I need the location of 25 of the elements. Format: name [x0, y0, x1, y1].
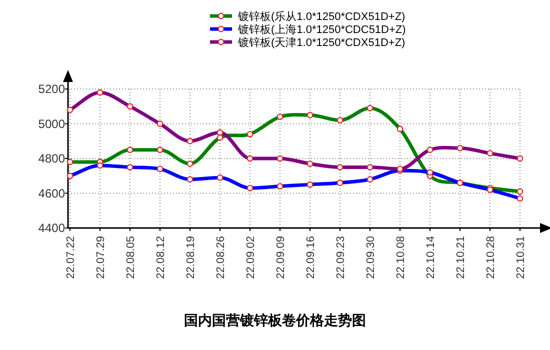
x-tick-label: 22.08.26	[215, 236, 227, 279]
x-tick-label: 22.10.21	[455, 236, 467, 279]
x-tick-label: 22.09.30	[365, 236, 377, 279]
y-tick-label: 4600	[38, 186, 66, 200]
x-tick-label: 22.08.19	[185, 236, 197, 279]
legend-label: 镀锌板(天津1.0*1250*CDX51D+Z)	[237, 36, 406, 49]
x-tick-label: 22.09.02	[245, 236, 257, 279]
x-tick-label: 22.07.22	[65, 236, 77, 279]
x-tick-label: 22.09.09	[275, 236, 287, 279]
legend-label: 镀锌板(上海1.0*1250*CDC51D+Z)	[237, 23, 406, 36]
x-tick-label: 22.10.28	[485, 236, 497, 279]
x-tick-label: 22.08.12	[155, 236, 167, 279]
x-tick-label: 22.08.05	[125, 236, 137, 279]
x-tick-label: 22.09.23	[335, 236, 347, 279]
y-tick-label: 5000	[38, 116, 66, 131]
y-tick-label: 4400	[38, 221, 66, 235]
x-tick-label: 22.10.31	[515, 236, 527, 279]
y-tick-label: 4800	[38, 152, 66, 166]
legend-label: 镀锌板(乐从1.0*1250*CDX51D+Z)	[237, 10, 406, 23]
x-tick-label: 22.10.14	[425, 236, 437, 279]
text: 国内国营镀锌板卷价格走势图	[184, 312, 366, 328]
x-tick-label: 22.10.08	[395, 236, 407, 279]
x-tick-label: 22.09.16	[305, 236, 317, 279]
x-tick-label: 22.07.29	[95, 236, 107, 279]
y-tick-label: 5200	[38, 82, 66, 96]
